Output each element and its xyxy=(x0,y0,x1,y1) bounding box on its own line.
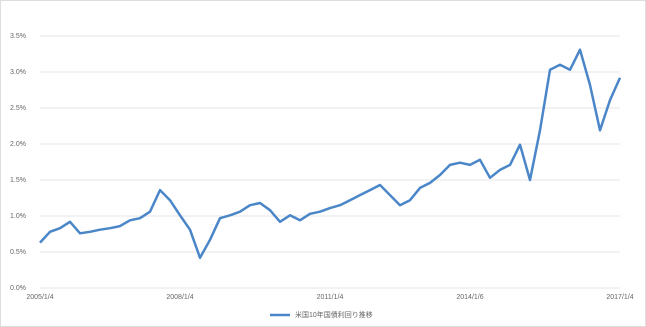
x-tick-label: 2008/1/4 xyxy=(166,294,193,301)
y-tick-label: 0.0% xyxy=(10,285,26,292)
series-line xyxy=(39,48,622,260)
x-tick-label: 2011/1/4 xyxy=(317,294,344,301)
y-tick-label: 2.0% xyxy=(10,141,26,148)
legend-label: 米国10年国債利回り推移 xyxy=(295,310,373,319)
x-tick-label: 2014/1/6 xyxy=(456,294,483,301)
y-tick-label: 3.0% xyxy=(10,69,26,76)
x-tick-label: 2017/1/4 xyxy=(606,294,633,301)
y-tick-label: 3.5% xyxy=(10,33,26,40)
y-tick-label: 0.5% xyxy=(10,249,26,256)
y-tick-label: 1.5% xyxy=(10,177,26,184)
y-tick-label: 2.5% xyxy=(10,105,26,112)
y-tick-label: 1.0% xyxy=(10,213,26,220)
x-tick-label: 2005/1/4 xyxy=(26,294,53,301)
